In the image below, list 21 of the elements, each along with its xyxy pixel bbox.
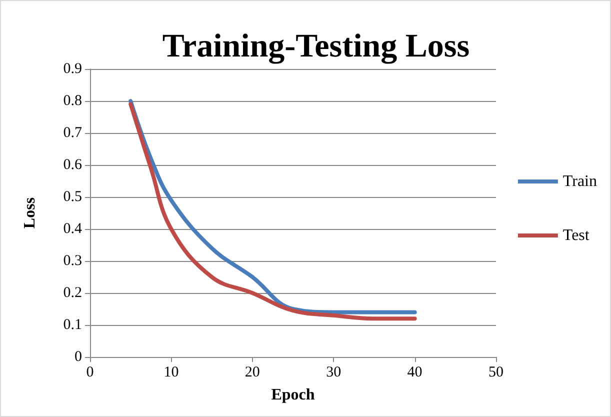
x-tick-label: 30 — [326, 364, 342, 380]
x-tick-label: 40 — [407, 364, 422, 380]
x-axis-title: Epoch — [271, 386, 315, 404]
y-tick-label: 0.1 — [63, 317, 82, 333]
y-tick-label: 0.4 — [63, 221, 82, 237]
x-tick-label: 50 — [488, 364, 504, 380]
x-tick-label: 20 — [244, 364, 260, 380]
y-tick-label: 0 — [74, 349, 82, 365]
chart-title: Training-Testing Loss — [162, 28, 470, 64]
x-tick-label: 10 — [164, 364, 179, 380]
y-tick-label: 0.8 — [63, 93, 82, 109]
y-tick-label: 0.7 — [63, 125, 82, 141]
x-tick-label: 0 — [86, 364, 94, 380]
legend-label: Test — [562, 227, 590, 244]
y-tick-label: 0.2 — [63, 285, 82, 301]
y-tick-label: 0.6 — [63, 157, 82, 173]
y-tick-label: 0.9 — [63, 61, 82, 77]
legend-label: Train — [562, 173, 598, 190]
y-axis-title: Loss — [22, 197, 38, 229]
y-tick-label: 0.3 — [63, 253, 82, 269]
y-tick-label: 0.5 — [63, 189, 82, 205]
